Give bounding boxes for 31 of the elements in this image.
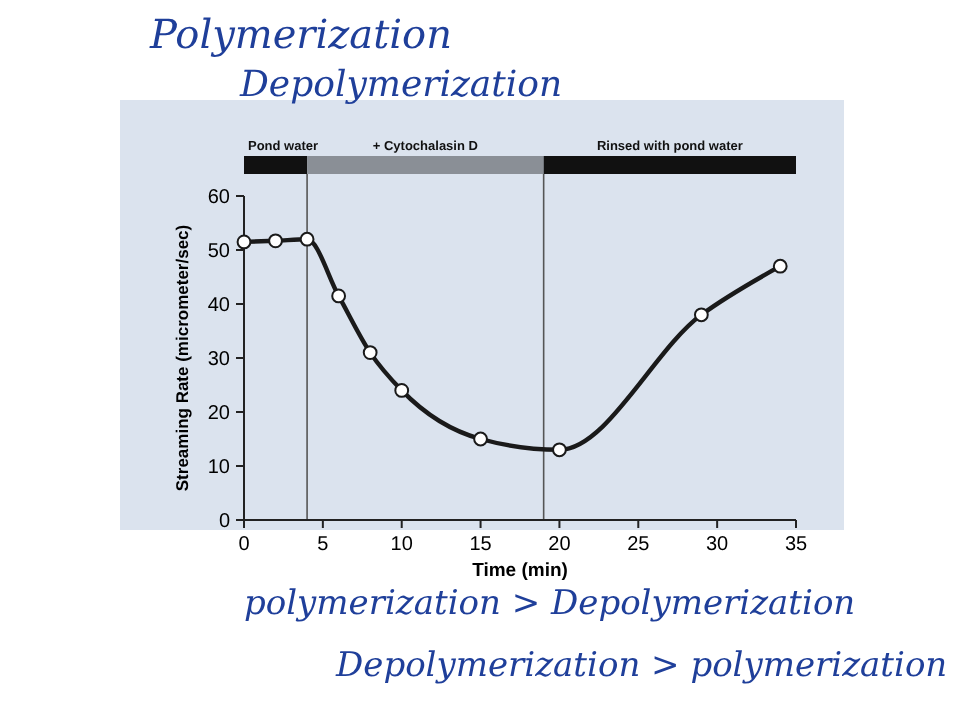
y-tick-label: 0 (218, 511, 231, 533)
point (331, 288, 347, 304)
y-tick-label: 20 (207, 403, 231, 425)
text: Depolymerization (238, 64, 563, 106)
point (236, 234, 252, 250)
x-tick-label: 10 (390, 534, 414, 556)
point (552, 442, 567, 458)
point (362, 345, 378, 360)
point (772, 258, 788, 274)
x-tick-label: 25 (627, 534, 651, 556)
x-tick-label: 0 (238, 534, 251, 556)
y-tick-label: 60 (207, 187, 231, 209)
y-tick-label: 30 (207, 349, 231, 371)
text: polymerization > Depolymerization (244, 584, 856, 624)
y-axis-title: Streaming Rate (micrometer/sec) (172, 224, 192, 492)
x-tick-label: 20 (548, 534, 572, 556)
x-tick-label: 30 (706, 534, 730, 556)
point (394, 383, 410, 398)
x-tick-label: 5 (317, 534, 330, 556)
point (268, 233, 283, 249)
y-tick-label: 40 (207, 295, 231, 317)
x-axis-title: Time (min) (472, 560, 568, 582)
x-tick-label: 15 (469, 534, 493, 556)
y-tick-label: 10 (207, 457, 231, 479)
text: Depolymerization > polymerization (334, 646, 948, 686)
x-tick-label: 35 (784, 534, 808, 556)
point (693, 307, 709, 323)
point (473, 431, 488, 447)
point (299, 231, 315, 247)
text: Polymerization (148, 10, 452, 58)
y-tick-label: 50 (207, 241, 231, 263)
